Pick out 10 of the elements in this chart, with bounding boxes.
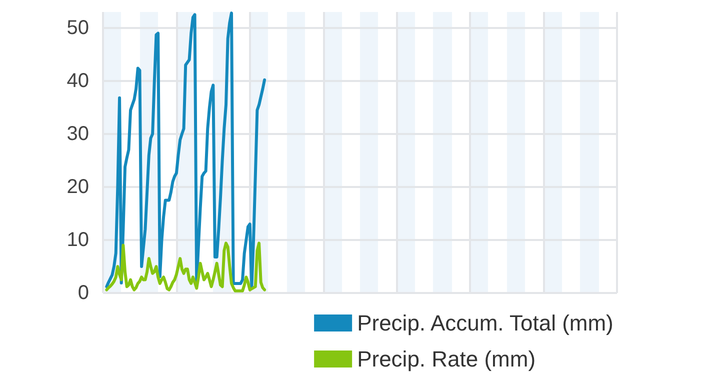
y-tick-label: 40	[66, 70, 89, 92]
legend-label: Precip. Accum. Total (mm)	[357, 310, 614, 336]
y-tick-label: 20	[66, 176, 89, 198]
line-series	[105, 242, 266, 292]
line-series	[105, 12, 266, 288]
legend-label: Precip. Rate (mm)	[357, 346, 536, 372]
y-tick-label: 30	[66, 122, 89, 145]
y-tick-label: 0	[78, 282, 89, 304]
y-tick-label: 50	[66, 16, 89, 39]
y-tick-label: 10	[66, 228, 89, 251]
